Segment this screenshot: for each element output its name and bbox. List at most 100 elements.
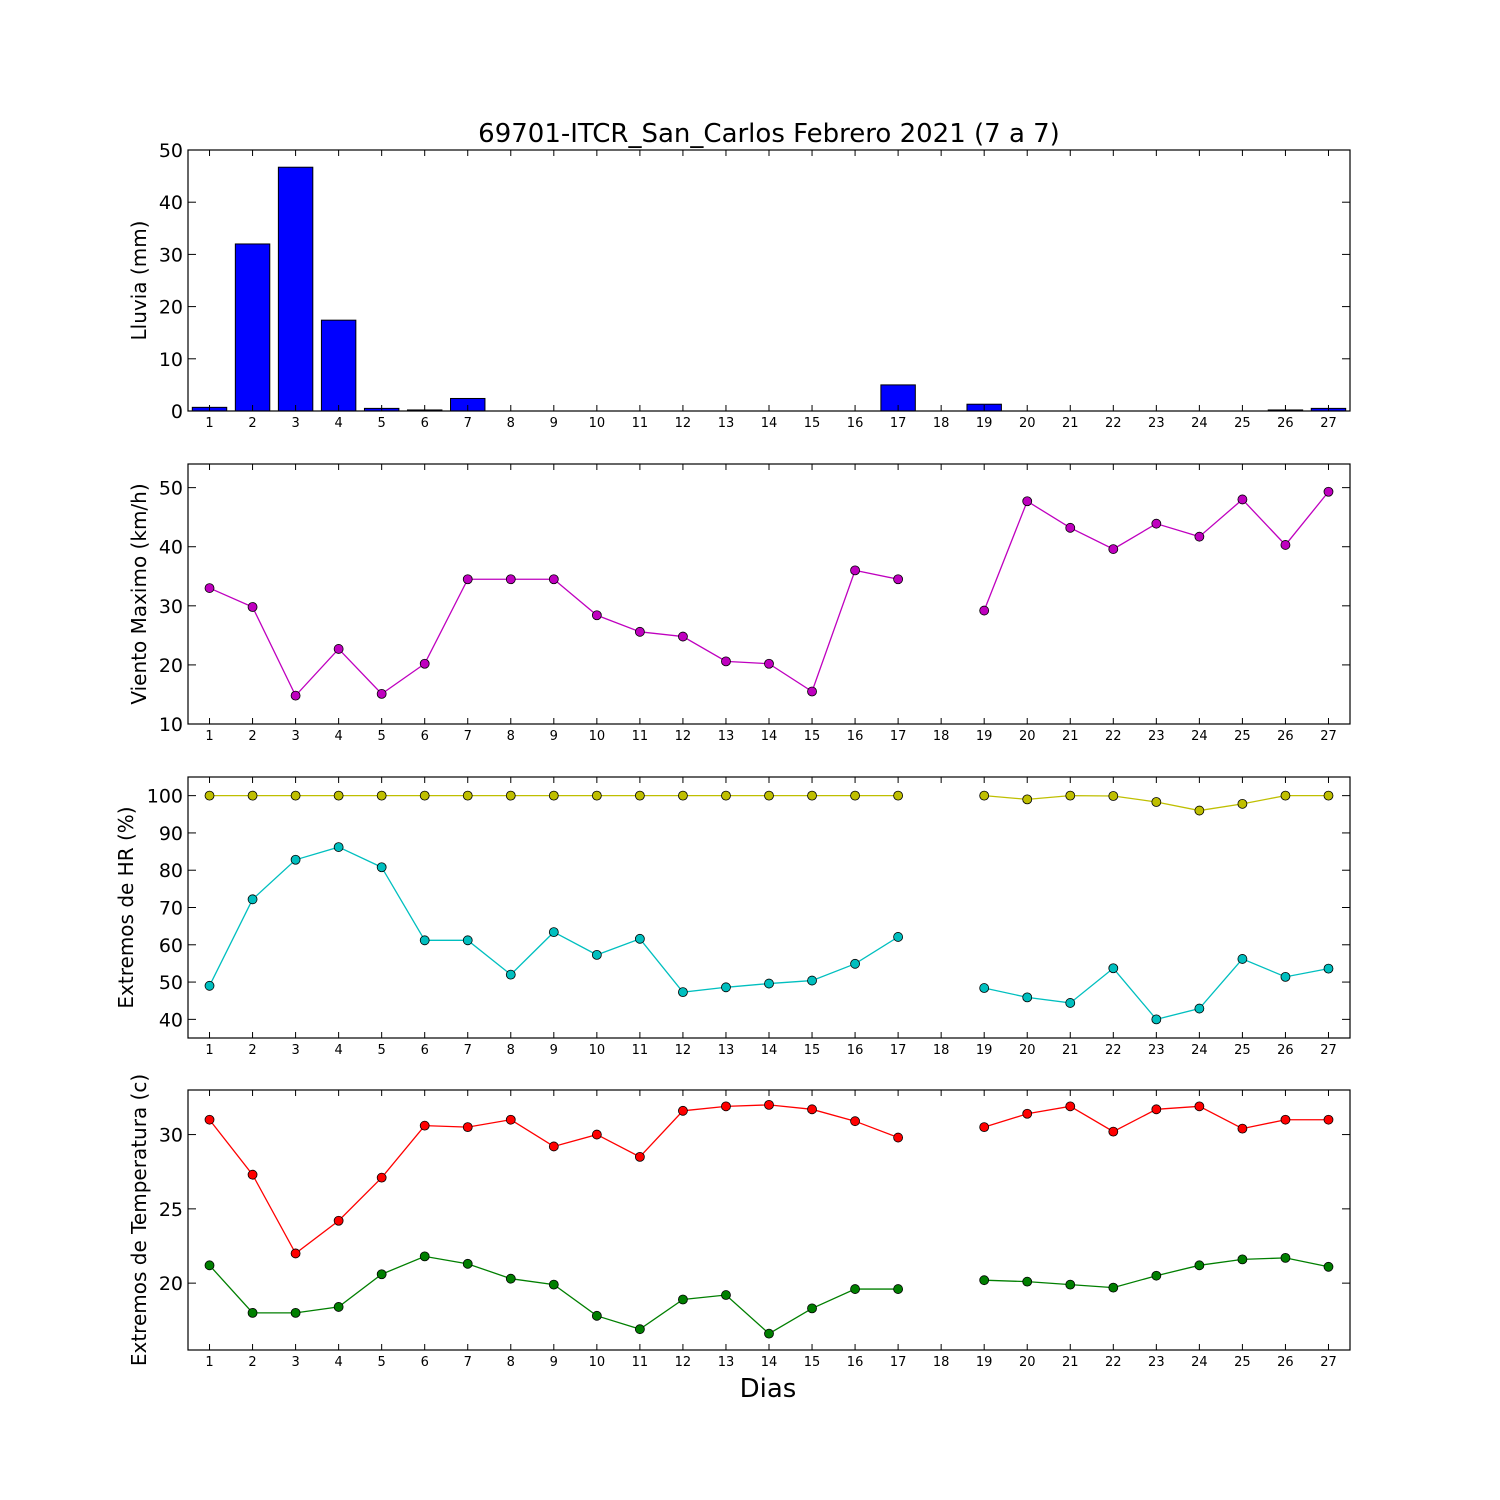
series-1-point-day-19 xyxy=(979,1122,990,1133)
x-tick-label: 9 xyxy=(550,416,558,431)
panel-3: 1 2 3 4 5 6 7 8 9 10 11 12 13 14 15 16 17 18 19 20 21 22 23 24 2… xyxy=(114,776,1351,1058)
y-tick-label: 30 xyxy=(159,596,183,618)
series-1-point-day-24 xyxy=(1194,1101,1205,1112)
plot-frame xyxy=(187,149,1351,412)
series-1-point-day-20 xyxy=(1022,496,1033,507)
series-1-point-day-26 xyxy=(1280,540,1291,550)
series-1-point-day-11 xyxy=(634,790,645,801)
series-2-point-day-1 xyxy=(204,980,215,991)
x-tick-label: 14 xyxy=(761,416,778,431)
series-2-point-day-23 xyxy=(1151,1270,1162,1281)
x-tick-label: 18 xyxy=(933,1355,950,1370)
x-tick-label: 5 xyxy=(378,1043,386,1058)
series-2-point-day-1 xyxy=(204,1260,215,1271)
x-tick-label: 10 xyxy=(589,1355,606,1370)
series-2-point-day-3 xyxy=(290,1307,301,1318)
x-tick-label: 24 xyxy=(1191,1043,1208,1058)
series-2-point-day-4 xyxy=(333,1302,344,1312)
y-axis-label: Viento Maximo (km/h) xyxy=(127,483,151,704)
series-2-point-day-7 xyxy=(462,1258,473,1269)
x-tick-label: 22 xyxy=(1105,1043,1122,1058)
series-1-point-day-9 xyxy=(548,574,559,585)
x-tick-label: 15 xyxy=(804,416,821,431)
x-tick-label: 25 xyxy=(1234,1043,1251,1058)
series-2-point-day-10 xyxy=(591,949,602,960)
x-tick-label: 26 xyxy=(1277,1355,1294,1370)
y-tick-label: 30 xyxy=(159,1125,183,1147)
series-2-point-day-22 xyxy=(1108,1282,1119,1293)
y-tick-label: 100 xyxy=(147,786,183,808)
x-tick-label: 22 xyxy=(1105,416,1122,431)
series-2-point-day-19 xyxy=(979,983,990,993)
x-tick-label: 23 xyxy=(1148,416,1165,431)
series-1-point-day-8 xyxy=(505,1114,516,1125)
x-tick-label: 2 xyxy=(248,1043,256,1058)
series-1-point-day-22 xyxy=(1108,544,1119,554)
series-2-point-day-3 xyxy=(290,854,301,865)
x-tick-label: 6 xyxy=(421,1043,429,1058)
series-2-point-day-16 xyxy=(850,1284,860,1294)
x-tick-label: 6 xyxy=(421,416,429,431)
series-1-point-day-3 xyxy=(290,790,301,801)
y-tick-label: 90 xyxy=(159,823,183,845)
x-tick-label: 8 xyxy=(507,1355,515,1370)
x-tick-label: 2 xyxy=(248,729,256,744)
x-tick-label: 26 xyxy=(1277,416,1294,431)
series-1-point-day-5 xyxy=(376,790,387,801)
x-tick-label: 3 xyxy=(291,1043,299,1058)
x-tick-label: 21 xyxy=(1062,729,1079,744)
x-tick-label: 7 xyxy=(464,1355,472,1370)
x-tick-label: 1 xyxy=(205,1355,213,1370)
series-1-point-day-27 xyxy=(1323,1114,1334,1125)
x-tick-label: 15 xyxy=(804,1043,821,1058)
x-tick-label: 25 xyxy=(1234,416,1251,431)
series-1-point-day-9 xyxy=(548,1141,559,1152)
x-axis-label: Dias xyxy=(740,1374,797,1404)
series-1-line-segment-1 xyxy=(209,569,899,697)
series-2-point-day-15 xyxy=(807,975,817,986)
series-2-point-day-5 xyxy=(376,1269,387,1280)
x-tick-label: 21 xyxy=(1062,416,1079,431)
x-tick-label: 11 xyxy=(632,1355,649,1370)
x-tick-label: 27 xyxy=(1320,1355,1337,1370)
series-1-point-day-27 xyxy=(1323,790,1334,801)
series-2-point-day-6 xyxy=(419,1251,430,1262)
x-tick-label: 12 xyxy=(675,1355,692,1370)
series-1-point-day-6 xyxy=(419,658,430,669)
x-tick-label: 13 xyxy=(718,729,735,744)
series-2-line-segment-1 xyxy=(208,846,899,993)
x-tick-label: 13 xyxy=(718,416,735,431)
series-1-point-day-27 xyxy=(1323,486,1334,497)
x-tick-label: 15 xyxy=(804,1355,821,1370)
series-2-point-day-24 xyxy=(1194,1260,1205,1271)
series-1-point-day-21 xyxy=(1065,1101,1076,1112)
series-1-point-day-6 xyxy=(419,1120,430,1131)
x-tick-label: 10 xyxy=(589,1043,606,1058)
series-1-point-day-11 xyxy=(634,626,645,637)
series-1-line-segment-1 xyxy=(209,1104,899,1255)
series-1-point-day-15 xyxy=(807,1104,817,1115)
series-2-point-day-20 xyxy=(1022,992,1033,1003)
y-tick-label: 80 xyxy=(159,860,183,882)
series-1-point-day-10 xyxy=(591,1129,602,1140)
x-tick-label: 1 xyxy=(205,1043,213,1058)
x-tick-label: 20 xyxy=(1019,729,1036,744)
series-2-point-day-10 xyxy=(591,1310,602,1321)
x-tick-label: 18 xyxy=(933,1043,950,1058)
series-1-point-day-9 xyxy=(548,790,559,801)
x-tick-label: 16 xyxy=(847,1043,864,1058)
y-tick-label: 50 xyxy=(159,140,183,162)
series-1-point-day-15 xyxy=(807,686,817,697)
series-1-point-day-1 xyxy=(204,790,215,801)
y-tick-label: 50 xyxy=(159,972,183,994)
x-tick-label: 3 xyxy=(291,729,299,744)
x-tick-label: 17 xyxy=(890,1043,907,1058)
series-1-point-day-2 xyxy=(247,1169,258,1180)
x-tick-label: 23 xyxy=(1148,1043,1165,1058)
y-axis-label: Extremos de HR (%) xyxy=(114,806,138,1008)
y-tick-label: 30 xyxy=(159,244,183,266)
series-1-point-day-8 xyxy=(505,574,516,585)
series-2-point-day-15 xyxy=(807,1303,817,1314)
series-2-point-day-21 xyxy=(1065,1279,1076,1290)
